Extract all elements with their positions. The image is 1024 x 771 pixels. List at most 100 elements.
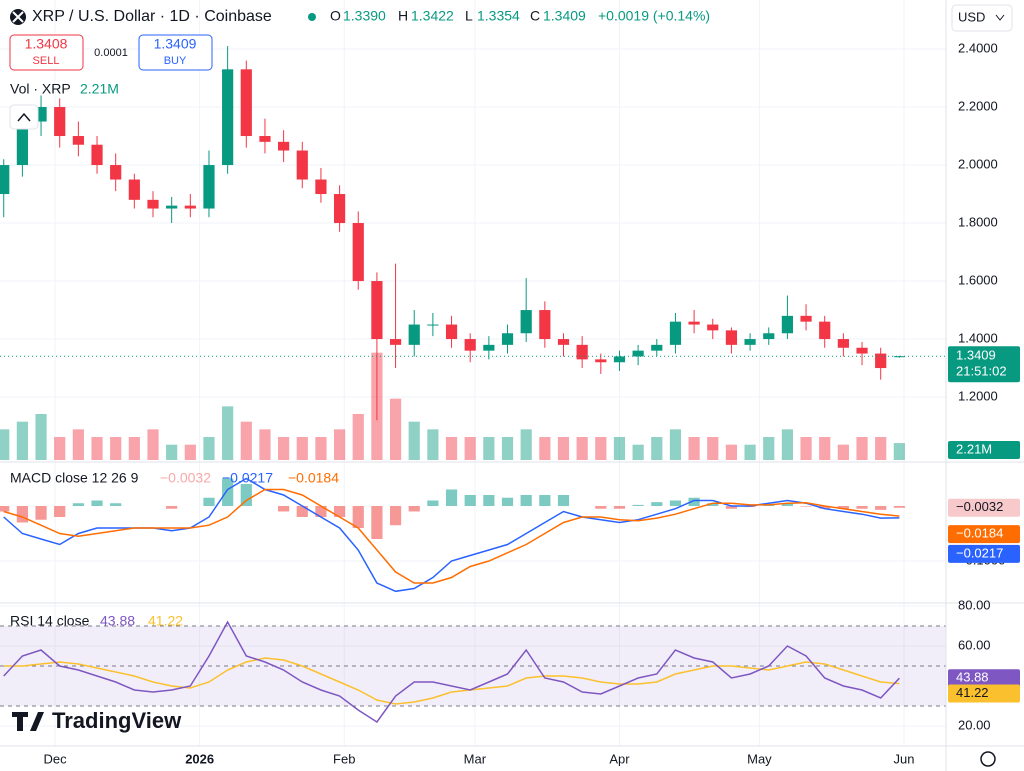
macd-legend: MACD close 12 26 9 — [10, 470, 139, 486]
volume-bar — [856, 437, 868, 460]
volume-bar — [0, 429, 10, 460]
candle-body — [669, 321, 682, 345]
volume-bar — [576, 437, 588, 460]
macd-histogram-bar — [16, 505, 28, 523]
candle-body — [595, 359, 607, 363]
price-badge: 1.3409 — [956, 348, 996, 363]
rsi-badge: 43.88 — [956, 670, 989, 685]
macd-histogram-bar — [837, 505, 849, 509]
market-status — [308, 13, 316, 21]
macd-histogram-bar — [632, 504, 644, 506]
candle-body — [744, 339, 756, 345]
rsi-ma-line — [3, 657, 900, 705]
candle-body — [501, 333, 514, 345]
candle-body — [203, 165, 215, 209]
volume-bar — [222, 406, 234, 460]
macd-histogram-bar — [296, 505, 308, 517]
macd-histogram-bar — [427, 500, 439, 506]
macd-histogram-bar — [669, 500, 682, 506]
macd-histogram-bar — [0, 505, 10, 512]
macd-histogram-bar — [520, 494, 532, 506]
volume-bar — [725, 444, 738, 460]
candle-body — [35, 107, 47, 122]
macd-hist-value: −0.0032 — [160, 470, 211, 486]
macd-histogram-bar — [278, 505, 290, 512]
macd-signal-line — [3, 488, 900, 584]
sell-button[interactable] — [9, 34, 84, 71]
volume-bar — [744, 444, 756, 460]
rsi-legend: RSI 14 close — [10, 613, 90, 629]
candle-body — [333, 194, 346, 224]
volume-bar — [16, 421, 28, 460]
macd-histogram-bar — [166, 505, 178, 509]
watermark: TradingView — [52, 708, 182, 733]
y-tick-label: 1.6000 — [958, 272, 998, 287]
candle-body — [837, 339, 849, 348]
rsi-ma-value: 41.22 — [148, 613, 183, 629]
volume-bar — [35, 414, 47, 460]
currency-select[interactable] — [951, 4, 1013, 32]
volume-bar — [688, 437, 700, 460]
macd-histogram-bar — [389, 505, 402, 526]
y-tick-label: 1.2000 — [958, 388, 998, 403]
candle-body — [184, 205, 196, 209]
volume-bar — [110, 437, 122, 460]
ohlc-label: H — [398, 8, 408, 24]
candle-body — [781, 315, 793, 334]
y-tick-label: 1.4000 — [958, 330, 998, 345]
candle-body — [128, 179, 140, 200]
y-tick-label: 1.8000 — [958, 214, 998, 229]
ohlc-value: 1.3422 — [411, 8, 454, 24]
macd-histogram-bar — [613, 505, 626, 509]
macd-histogram-bar — [110, 503, 122, 506]
macd-histogram-bar — [595, 505, 607, 509]
symbol-title[interactable]: XRP / U.S. Dollar · 1D · Coinbase — [32, 8, 272, 25]
buy-button[interactable] — [138, 34, 213, 71]
candle-body — [856, 347, 868, 354]
volume-bar — [184, 444, 196, 460]
candle-body — [819, 321, 831, 340]
candle-body — [408, 324, 420, 345]
volume-bar — [91, 437, 103, 460]
macd-hist-badge-bg — [948, 498, 1020, 517]
macd-histogram-bar — [72, 503, 84, 506]
currency: USD — [958, 9, 985, 24]
y-tick-label: 2.0000 — [958, 156, 998, 171]
candle-body — [54, 107, 66, 137]
volume-bar — [520, 429, 532, 460]
buy-price: 1.3409 — [154, 36, 197, 52]
grid — [0, 0, 946, 746]
macd-histogram-bar — [371, 505, 383, 540]
candle-body — [763, 333, 775, 340]
rsi-value: 43.88 — [100, 613, 135, 629]
macd-histogram-bar — [333, 505, 346, 517]
candle-body — [0, 165, 10, 195]
volume-bar — [166, 444, 178, 460]
collapse-button[interactable] — [9, 104, 39, 130]
candle-body — [147, 199, 159, 209]
x-tick-label: May — [747, 751, 772, 766]
volume-bar — [763, 437, 775, 460]
macd-histogram-bar — [819, 505, 831, 509]
macd-histogram-bar — [501, 497, 514, 506]
volume-bar — [875, 437, 887, 460]
macd-signal-badge-bg — [948, 525, 1020, 544]
macd-histogram-bar — [464, 494, 476, 506]
candle-body — [576, 344, 588, 360]
settings-icon[interactable] — [980, 751, 996, 767]
macd-line-badge: −0.0217 — [956, 545, 1003, 560]
volume-bar — [203, 437, 215, 460]
candle-body — [166, 205, 178, 209]
candle-body — [445, 324, 458, 340]
volume-badge: 2.21M — [956, 441, 992, 456]
y-tick-label: 60.00 — [958, 637, 991, 652]
volume-bar — [445, 437, 458, 460]
candle-body — [557, 339, 570, 345]
macd-histogram-bar — [539, 494, 551, 506]
macd-histogram-bar — [91, 500, 103, 506]
volume-bar — [315, 437, 327, 460]
volume-bar — [837, 444, 849, 460]
candle-body — [613, 356, 626, 363]
ohlc-label: C — [530, 8, 540, 24]
